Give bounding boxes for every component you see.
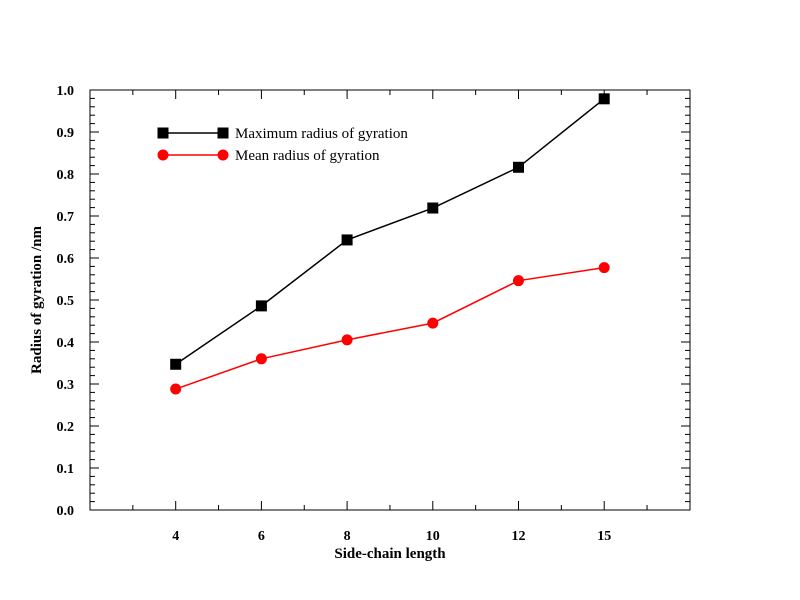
y-axis-label: Radius of gyration /nm (29, 226, 45, 374)
x-tick-label: 4 (172, 529, 179, 544)
data-point-2 (170, 383, 182, 395)
series-layer (170, 93, 610, 395)
legend: Maximum radius of gyration Mean radius of… (157, 126, 408, 164)
x-tick-label: 10 (426, 529, 440, 544)
y-axis: 0.0 0.1 0.2 0.3 0.4 0.5 0.6 0.7 0.8 0.9 1.0 (57, 84, 690, 519)
y-tick-label: 0.8 (57, 168, 75, 183)
y-tick-label: 0.0 (57, 504, 75, 519)
legend-marker-2 (157, 149, 169, 161)
legend-marker-1 (217, 127, 229, 139)
x-tick-label: 12 (512, 529, 526, 544)
legend-label-1: Maximum radius of gyration (235, 126, 408, 142)
y-tick-label: 0.6 (57, 252, 75, 267)
x-axis-label: Side-chain length (334, 546, 446, 562)
plot-frame (89, 89, 691, 511)
y-tick-label: 0.4 (57, 336, 75, 351)
data-point-2 (427, 317, 439, 329)
y-tick-label: 0.3 (57, 378, 75, 393)
data-point-1 (513, 161, 524, 173)
data-point-2 (513, 275, 524, 287)
data-point-2 (341, 334, 353, 346)
data-point-1 (255, 300, 267, 312)
data-point-2 (255, 353, 267, 365)
legend-marker-1 (157, 127, 169, 139)
legend-marker-2 (217, 149, 229, 161)
x-tick-label: 6 (258, 529, 265, 544)
data-point-1 (170, 358, 182, 370)
data-point-1 (427, 202, 439, 214)
series-line-1 (175, 98, 605, 365)
y-tick-label: 0.2 (57, 420, 75, 435)
x-tick-label: 15 (597, 529, 611, 544)
legend-label-2: Mean radius of gyration (235, 148, 380, 164)
y-tick-label: 0.5 (57, 294, 75, 309)
y-tick-label: 0.7 (57, 210, 75, 225)
y-tick-label: 1.0 (57, 84, 75, 99)
x-axis: 4 6 8 10 12 15 (132, 90, 648, 544)
series-line-2 (175, 266, 605, 390)
data-point-1 (598, 93, 610, 105)
y-tick-label: 0.9 (57, 126, 75, 141)
data-point-1 (341, 234, 353, 246)
data-point-2 (598, 262, 610, 274)
x-tick-label: 8 (344, 529, 351, 544)
y-tick-label: 0.1 (57, 462, 75, 477)
